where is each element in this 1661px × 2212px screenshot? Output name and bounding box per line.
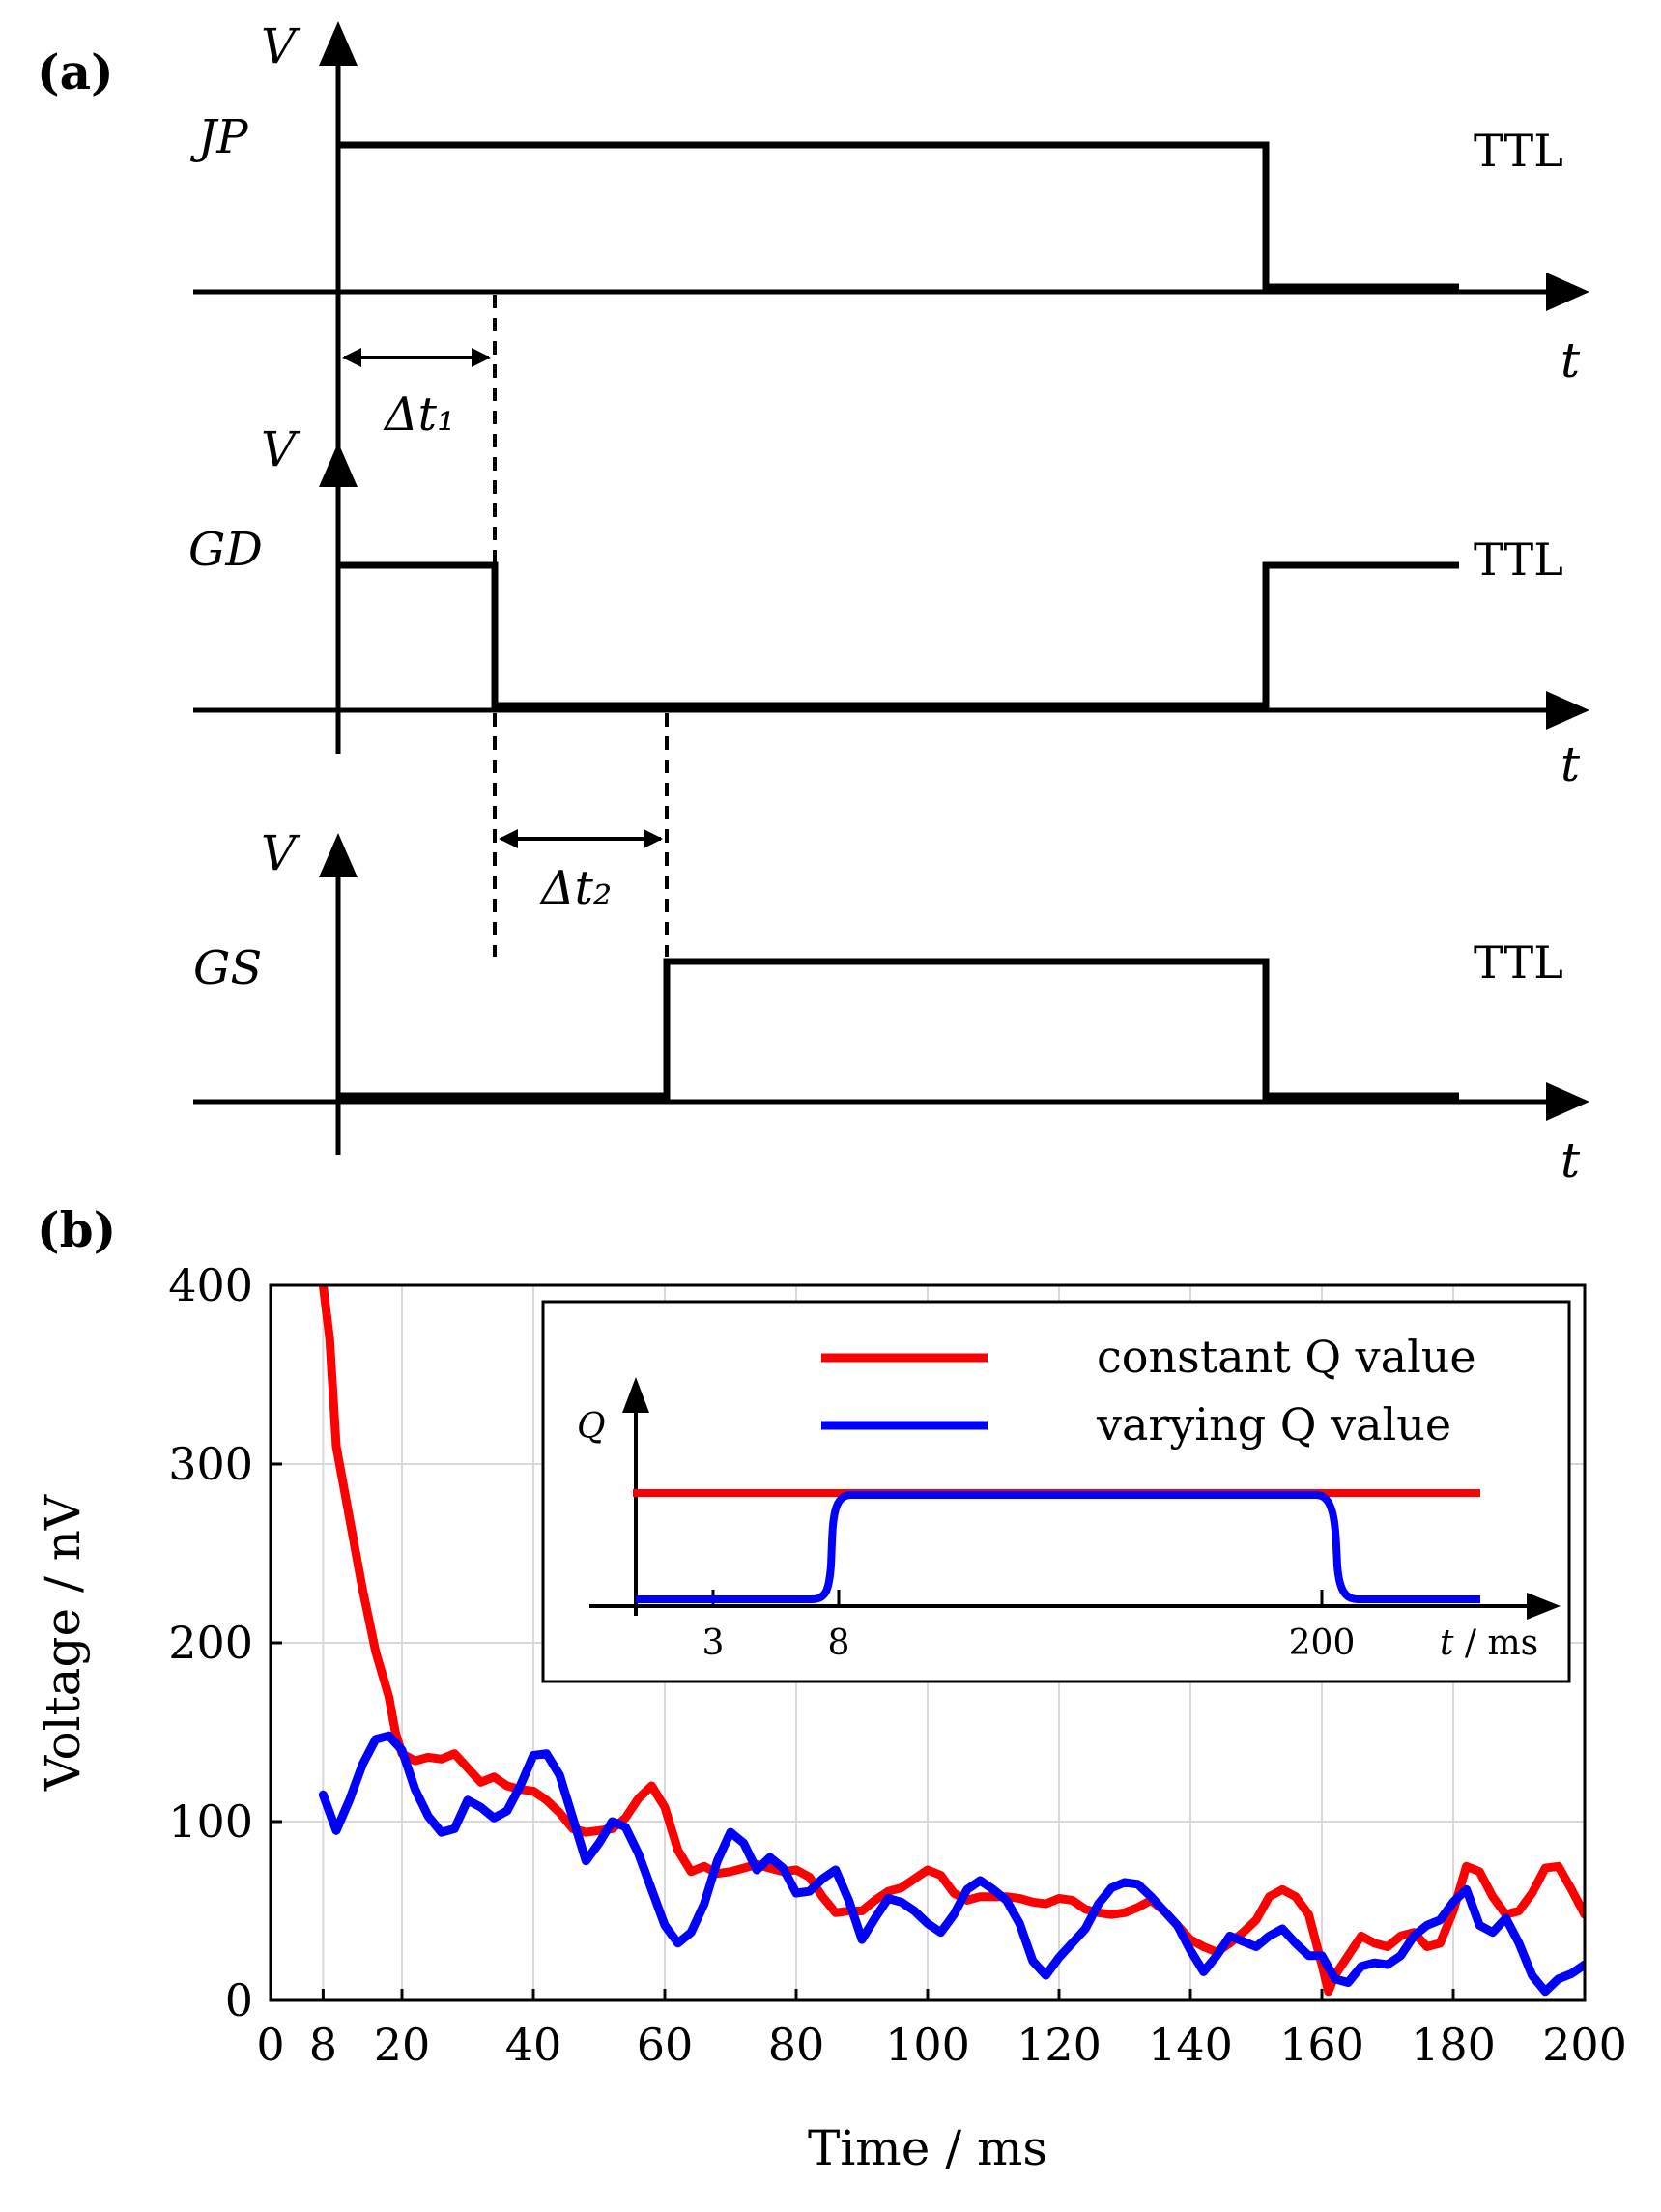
gs-v-arrow — [319, 833, 358, 877]
delta-t1-marker: Δt₁ — [336, 295, 497, 565]
delta-t2-marker: Δt₂ — [493, 713, 669, 957]
inset-tick-label-8: 8 — [828, 1623, 850, 1663]
gs-v-label: V — [261, 825, 301, 881]
jp-ttl-label: TTL — [1474, 125, 1563, 177]
panel-a-label: (a) — [37, 43, 114, 101]
x-tick-label: 80 — [768, 2019, 825, 2071]
y-axis-label: Voltage / nV — [35, 1494, 91, 1792]
gs-timing-row: V GS t TTL — [193, 825, 1589, 1189]
inset-q-label: Q — [577, 1407, 606, 1447]
dt1-label: Δt₁ — [383, 388, 455, 442]
gs-signal-name: GS — [193, 941, 262, 995]
x-tick-label: 100 — [885, 2019, 970, 2071]
x-tick-label: 20 — [374, 2019, 431, 2071]
inset-t-arrow — [1527, 1593, 1561, 1620]
inset-axis-unit: / ms — [1453, 1623, 1538, 1663]
legend-label-varying: varying Q value — [1096, 1398, 1451, 1451]
series-line-constant-q-value — [318, 1285, 1585, 1997]
x-tick-label: 120 — [1017, 2019, 1102, 2071]
dt2-label: Δt₂ — [539, 861, 612, 915]
y-tick-label: 0 — [225, 1974, 253, 2026]
gd-timing-row: V GD t TTL — [188, 421, 1589, 792]
jp-timing-row: V JP t TTL — [189, 18, 1589, 754]
gs-t-label: t — [1561, 1133, 1581, 1189]
x-tick-label: 200 — [1542, 2019, 1627, 2071]
y-tick-label: 300 — [168, 1438, 253, 1490]
inset-tick-label-3: 3 — [702, 1623, 725, 1663]
gs-ttl-label: TTL — [1474, 936, 1563, 989]
inset-tick-label-200: 200 — [1289, 1623, 1356, 1663]
gd-v-label: V — [261, 421, 301, 477]
jp-waveform — [338, 141, 1459, 291]
y-tick-label: 100 — [168, 1795, 253, 1848]
inset-axis-var: t — [1440, 1623, 1454, 1663]
x-tick-label: 140 — [1148, 2019, 1233, 2071]
x-tick-label: 60 — [637, 2019, 694, 2071]
series-line-varying-q-value — [318, 1731, 1585, 1997]
jp-v-label: V — [261, 18, 301, 74]
inset-q-arrow — [622, 1377, 649, 1413]
gd-waveform — [338, 561, 1459, 709]
x-ticks: 0 8 20 40 60 80 100 120 140 160 180 200 — [256, 1989, 1627, 2071]
voltage-chart: 0 8 20 40 60 80 100 120 140 160 180 200 01002003004… — [35, 1259, 1627, 2176]
jp-v-arrow — [319, 21, 358, 66]
jp-t-label: t — [1561, 332, 1581, 388]
inset-varying-q-line — [636, 1491, 1480, 1603]
x-tick-label: 8 — [309, 2019, 337, 2071]
series-layer — [318, 1285, 1585, 1997]
gd-ttl-label: TTL — [1474, 533, 1563, 586]
legend-inset: constant Q value varying Q value Q 3 8 2… — [541, 1300, 1571, 1683]
y-ticks: 0 100 200 300 400 — [168, 1259, 282, 2026]
x-tick-label: 0 — [256, 2019, 284, 2071]
x-tick-label: 180 — [1411, 2019, 1496, 2071]
y-tick-label: 200 — [168, 1617, 253, 1669]
inset-axis-label: t / ms — [1440, 1623, 1538, 1663]
x-tick-label: 160 — [1279, 2019, 1364, 2071]
gs-waveform — [338, 958, 1459, 1100]
gd-t-arrow — [1546, 691, 1589, 730]
gs-t-arrow — [1546, 1082, 1589, 1121]
x-tick-label: 40 — [505, 2019, 562, 2071]
gd-t-label: t — [1561, 736, 1581, 792]
jp-t-arrow — [1546, 273, 1589, 311]
legend-label-constant: constant Q value — [1097, 1331, 1476, 1383]
jp-signal-name: JP — [189, 110, 248, 164]
y-tick-label: 400 — [168, 1259, 253, 1311]
gd-v-arrow — [319, 443, 358, 487]
gd-signal-name: GD — [188, 523, 263, 577]
x-axis-label: Time / ms — [808, 2120, 1047, 2176]
panel-b-label: (b) — [37, 1201, 116, 1258]
